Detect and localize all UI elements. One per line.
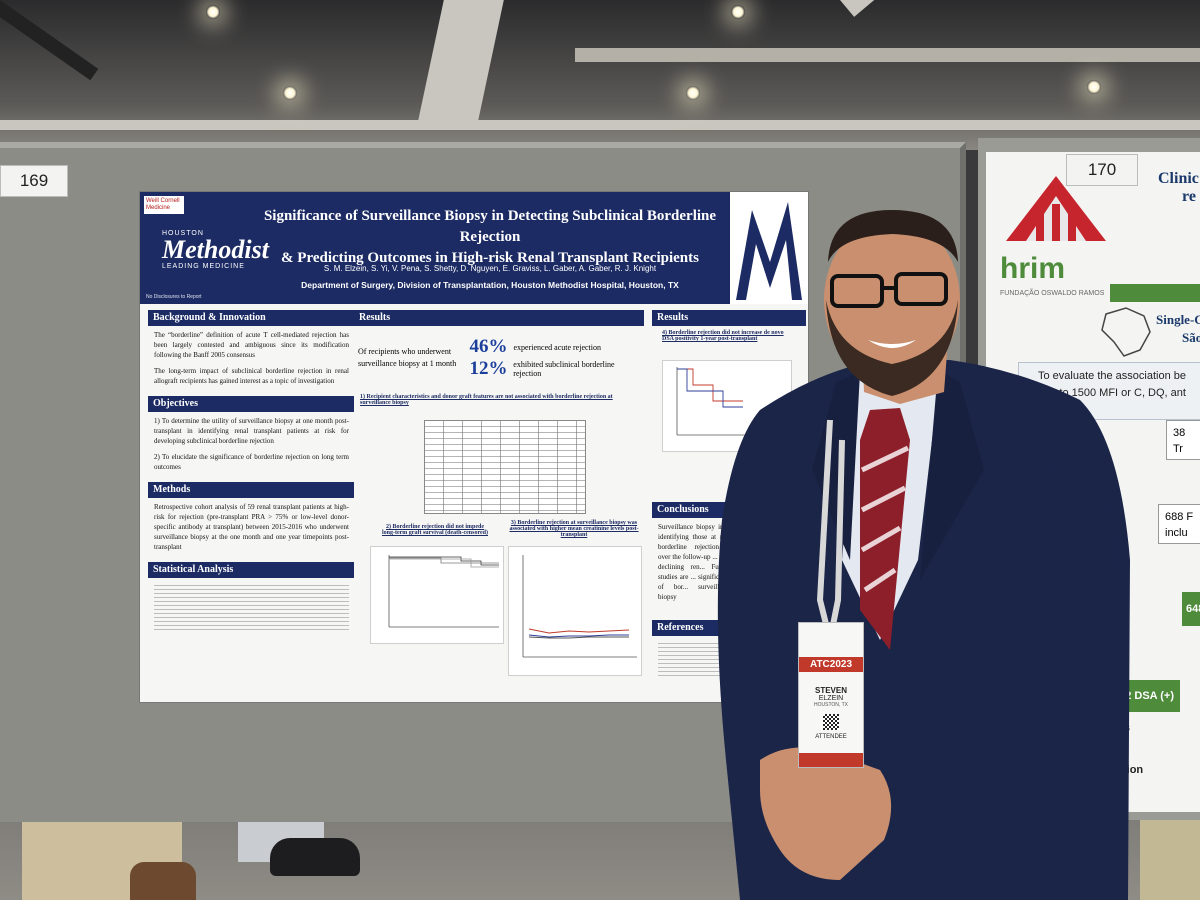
poster-disclosure: No Disclosures to Report [146,294,202,300]
methods-text: Retrospective cohort analysis of 59 rena… [154,503,349,551]
logo-houston-text: HOUSTON [162,230,204,237]
poster-title-line1: Significance of Surveillance Biopsy in D… [263,208,717,245]
references-fine-print [658,640,722,676]
hrim-logo-text: hrim [1000,252,1066,285]
results-subhead-1: 1) Recipient characteristics and donor g… [360,394,613,406]
graft-survival-curve-icon [388,555,499,628]
background-heading: Background & Innovation [148,310,354,326]
box-688-label-2: inclu [1165,527,1188,539]
attendee-badge: ATC2023 STEVEN ELZEIN HOUSTON, TX ATTEND… [798,622,864,768]
badge-city: HOUSTON, TX [814,702,848,708]
hrim-logo-subtitle: FUNDAÇÃO OSWALDO RAMOS [1000,290,1105,297]
box-688-label: 688 F [1165,511,1194,523]
dsa-curve-icon [676,367,787,436]
right-poster-box-648: 648 [1182,592,1200,626]
methodist-m-logo-icon [730,192,808,304]
results-lead-text: Of recipients who underwent surveillance… [358,347,457,368]
results-subhead-2: 2) Borderline rejection did not impede l… [381,524,489,536]
poster-title-line2: & Predicting Outcomes in High-risk Renal… [281,250,699,266]
right-poster-heading-2: São [1182,330,1200,345]
background-person-legs [1140,812,1200,900]
objectives-body: 1) To determine the utility of surveilla… [148,416,354,482]
results-subhead-3: 3) Borderline rejection at surveillance … [509,520,639,538]
hrim-logo-icon [1006,176,1106,241]
results-highlight: Of recipients who underwent surveillance… [354,330,644,380]
badge-role: ATTENDEE [815,734,847,740]
results-right-heading: Results [652,310,806,326]
statistical-analysis-fine-print [154,582,349,630]
right-poster-box-688: 688 F inclu [1158,504,1200,544]
stat-borderline-text: exhibited subclinical borderline rejecti… [513,360,615,378]
right-poster-box-38: 38 Tr [1166,420,1200,460]
background-body: The “borderline” definition of acute T c… [148,330,354,396]
badge-first-name: STEVEN [814,686,847,695]
houston-methodist-logo: HOUSTON Methodist LEADING MEDICINE [162,230,269,270]
right-poster-green-band [1110,284,1200,302]
weill-cornell-logo: Weill Cornell Medicine [144,196,184,214]
background-point-2: The long-term impact of subclinical bord… [154,367,349,385]
m-logo-shape-icon [736,202,802,300]
ceiling-beam [0,120,1200,130]
research-poster: Weill Cornell Medicine HOUSTON Methodist… [140,192,808,702]
badge-footer-band [799,753,863,767]
objectives-heading: Objectives [148,396,354,412]
poster-title: Significance of Surveillance Biopsy in D… [250,206,730,269]
poster-department: Department of Surgery, Division of Trans… [301,280,679,290]
ceiling-light [686,86,700,100]
stat-acute-rejection-text: experienced acute rejection [513,342,602,352]
poster-authors: S. M. Elzein, S. Yi, V. Pena, S. Shetty,… [323,264,657,273]
methods-body: Retrospective cohort analysis of 59 rena… [148,502,354,562]
results-subhead-4: 4) Borderline rejection did not increase… [662,330,784,342]
right-poster-title: Clinic [1158,170,1199,187]
objective-1: 1) To determine the utility of surveilla… [154,417,349,445]
background-person-shoe [270,838,360,876]
box-38-label-2: Tr [1173,443,1183,455]
poster-column-middle: Results Of recipients who underwent surv… [354,310,644,676]
poster-header: Weill Cornell Medicine HOUSTON Methodist… [140,192,808,304]
stat-borderline-pct: 12% [469,358,508,379]
background-person-shoe [130,862,196,900]
right-poster-heading: Single-C [1156,312,1200,327]
ceiling-light [206,5,220,19]
ceiling-light [283,86,297,100]
statistical-analysis-heading: Statistical Analysis [148,562,354,578]
results-heading: Results [354,310,644,326]
badge-qr-icon [823,714,839,730]
statistical-analysis-body [148,582,354,634]
results-stats: 46% experienced acute rejection 12% exhi… [470,336,645,380]
brazil-map-icon [1101,307,1151,357]
poster-column-left: Background & Innovation The “borderline”… [148,310,354,634]
conclusions-body: Surveillance biopsy in ... identifying t… [658,523,732,601]
logo-tagline-text: LEADING MEDICINE [162,263,245,270]
objective-2: 2) To elucidate the significance of bord… [154,453,349,471]
stat-acute-rejection-pct: 46% [469,336,508,357]
box-38-label: 38 [1173,427,1186,439]
background-point-1: The “borderline” definition of acute T c… [154,331,349,359]
board-number-169: 169 [0,165,68,197]
logo-methodist-text: Methodist [162,235,269,264]
graft-survival-chart [370,546,504,644]
ceiling-light [1087,80,1101,94]
creatinine-chart [508,546,642,676]
badge-event-logo: ATC2023 [799,657,863,672]
creatinine-line-icon [522,555,637,658]
recipient-characteristics-table [424,420,586,514]
ceiling-beam [575,48,1200,62]
ceiling-light [731,5,745,19]
board-number-170: 170 [1066,154,1138,186]
badge-last-name: ELZEIN [818,695,844,702]
right-poster-title-2: re [1182,188,1196,205]
methods-heading: Methods [148,482,354,498]
